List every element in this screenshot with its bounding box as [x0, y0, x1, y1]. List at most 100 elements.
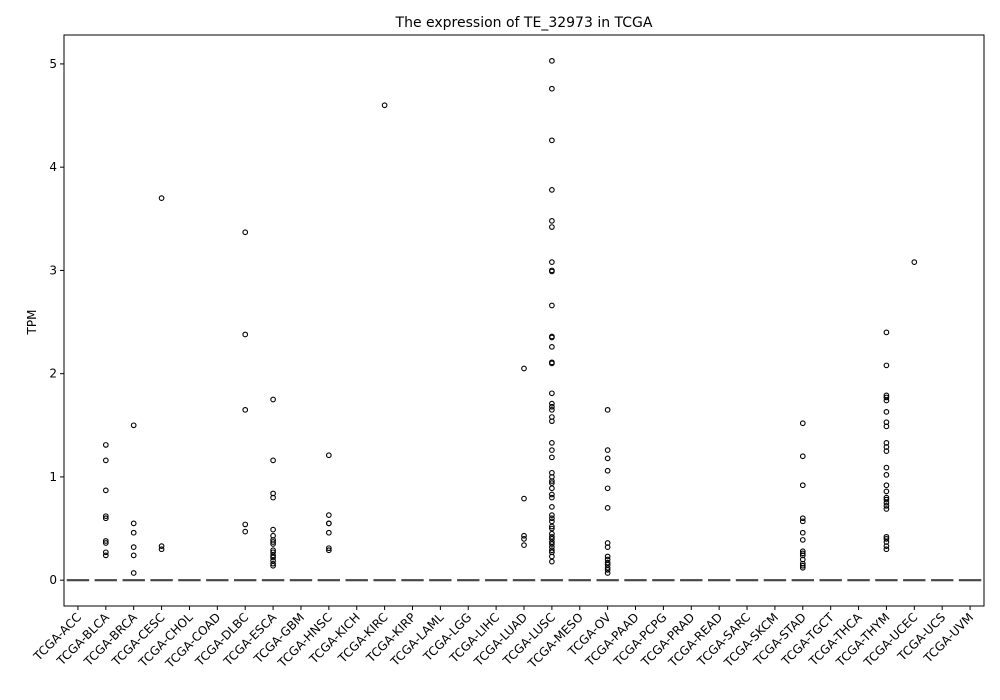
outlier-point [883, 499, 890, 506]
outlier-point [883, 448, 890, 454]
outlier-point [549, 440, 555, 446]
outlier-point [549, 224, 555, 230]
outlier-point [130, 422, 137, 429]
outlier-point [604, 455, 611, 462]
outlier-point [549, 533, 555, 540]
outlier-point [325, 512, 332, 518]
outlier-point [549, 360, 555, 367]
outlier-point [604, 561, 611, 568]
outlier-point [883, 472, 890, 478]
outlier-point [604, 556, 611, 563]
outlier-point [549, 390, 555, 397]
outlier-point [911, 259, 918, 266]
outlier-point [604, 564, 611, 571]
outlier-point [158, 195, 165, 201]
outlier-point [883, 362, 890, 369]
outlier-point [521, 495, 527, 502]
outlier-point [549, 418, 555, 425]
outlier-point [604, 570, 611, 576]
outlier-point [521, 532, 527, 539]
outlier-point [549, 539, 555, 545]
outlier-point [604, 485, 611, 492]
outlier-point [549, 268, 555, 275]
outlier-point [549, 57, 555, 64]
y-tick-label: 2 [49, 367, 57, 381]
outlier-point [883, 488, 890, 495]
outlier-point [130, 552, 137, 559]
outlier-point [549, 447, 555, 453]
outlier-point [604, 567, 611, 573]
outlier-point [604, 447, 611, 453]
y-tick-label: 1 [49, 470, 57, 484]
outlier-point [604, 505, 611, 511]
outlier-point [102, 549, 109, 556]
outlier-point [883, 546, 890, 553]
outlier-point [549, 218, 555, 224]
outlier-point [102, 442, 109, 448]
outlier-point [883, 536, 890, 542]
outlier-point [549, 334, 555, 341]
outlier-point [549, 504, 555, 510]
outlier-point [799, 529, 806, 536]
outlier-point [549, 454, 555, 461]
outlier-point [242, 331, 249, 338]
outlier-point [158, 543, 165, 549]
outlier-point [883, 533, 890, 540]
y-tick-label: 0 [49, 573, 57, 587]
outlier-point [883, 397, 890, 404]
outlier-point [799, 537, 806, 543]
y-tick-label: 4 [49, 160, 57, 174]
outlier-point [270, 562, 276, 569]
outlier-point [883, 329, 890, 336]
outlier-point [549, 536, 555, 542]
outlier-point [521, 542, 527, 548]
outlier-point [883, 392, 890, 399]
outlier-point [102, 487, 109, 494]
chart-title: The expression of TE_32973 in TCGA [395, 15, 653, 31]
outlier-point [242, 521, 249, 528]
plot-frame [63, 34, 985, 607]
outlier-point [270, 494, 276, 501]
outlier-point [549, 530, 555, 537]
outlier-point [883, 494, 890, 501]
outlier-point [270, 560, 276, 567]
outlier-point [242, 528, 249, 535]
outlier-point [102, 538, 109, 544]
outlier-point [270, 526, 276, 533]
outlier-point [270, 557, 276, 564]
outlier-point [549, 403, 555, 410]
outlier-point [130, 529, 137, 536]
outlier-point [549, 491, 555, 498]
outlier-point [604, 467, 611, 474]
outlier-point [549, 525, 555, 532]
outlier-point [549, 480, 555, 486]
outlier-point [270, 547, 276, 554]
outlier-point [799, 564, 806, 571]
outlier-point [799, 515, 806, 522]
outlier-point [325, 547, 332, 554]
outlier-point [883, 502, 890, 509]
outlier-point [549, 187, 555, 193]
outlier-point [270, 541, 276, 547]
outlier-point [799, 453, 806, 460]
y-axis-title: TPM [25, 310, 39, 336]
outlier-point [799, 420, 806, 427]
outlier-point [102, 552, 109, 559]
outlier-point [549, 512, 555, 518]
outlier-point [883, 543, 890, 549]
outlier-point [549, 137, 555, 144]
outlier-point [521, 536, 527, 542]
outlier-point [549, 558, 555, 565]
outlier-point [604, 544, 611, 550]
outlier-point [549, 400, 555, 407]
outlier-point [270, 554, 276, 561]
outlier-point [325, 452, 332, 459]
outlier-point [883, 394, 890, 401]
outlier-point [242, 406, 249, 413]
outlier-point [549, 553, 555, 560]
outlier-point [102, 457, 109, 464]
outlier-point [549, 518, 555, 525]
outlier-point [883, 482, 890, 489]
